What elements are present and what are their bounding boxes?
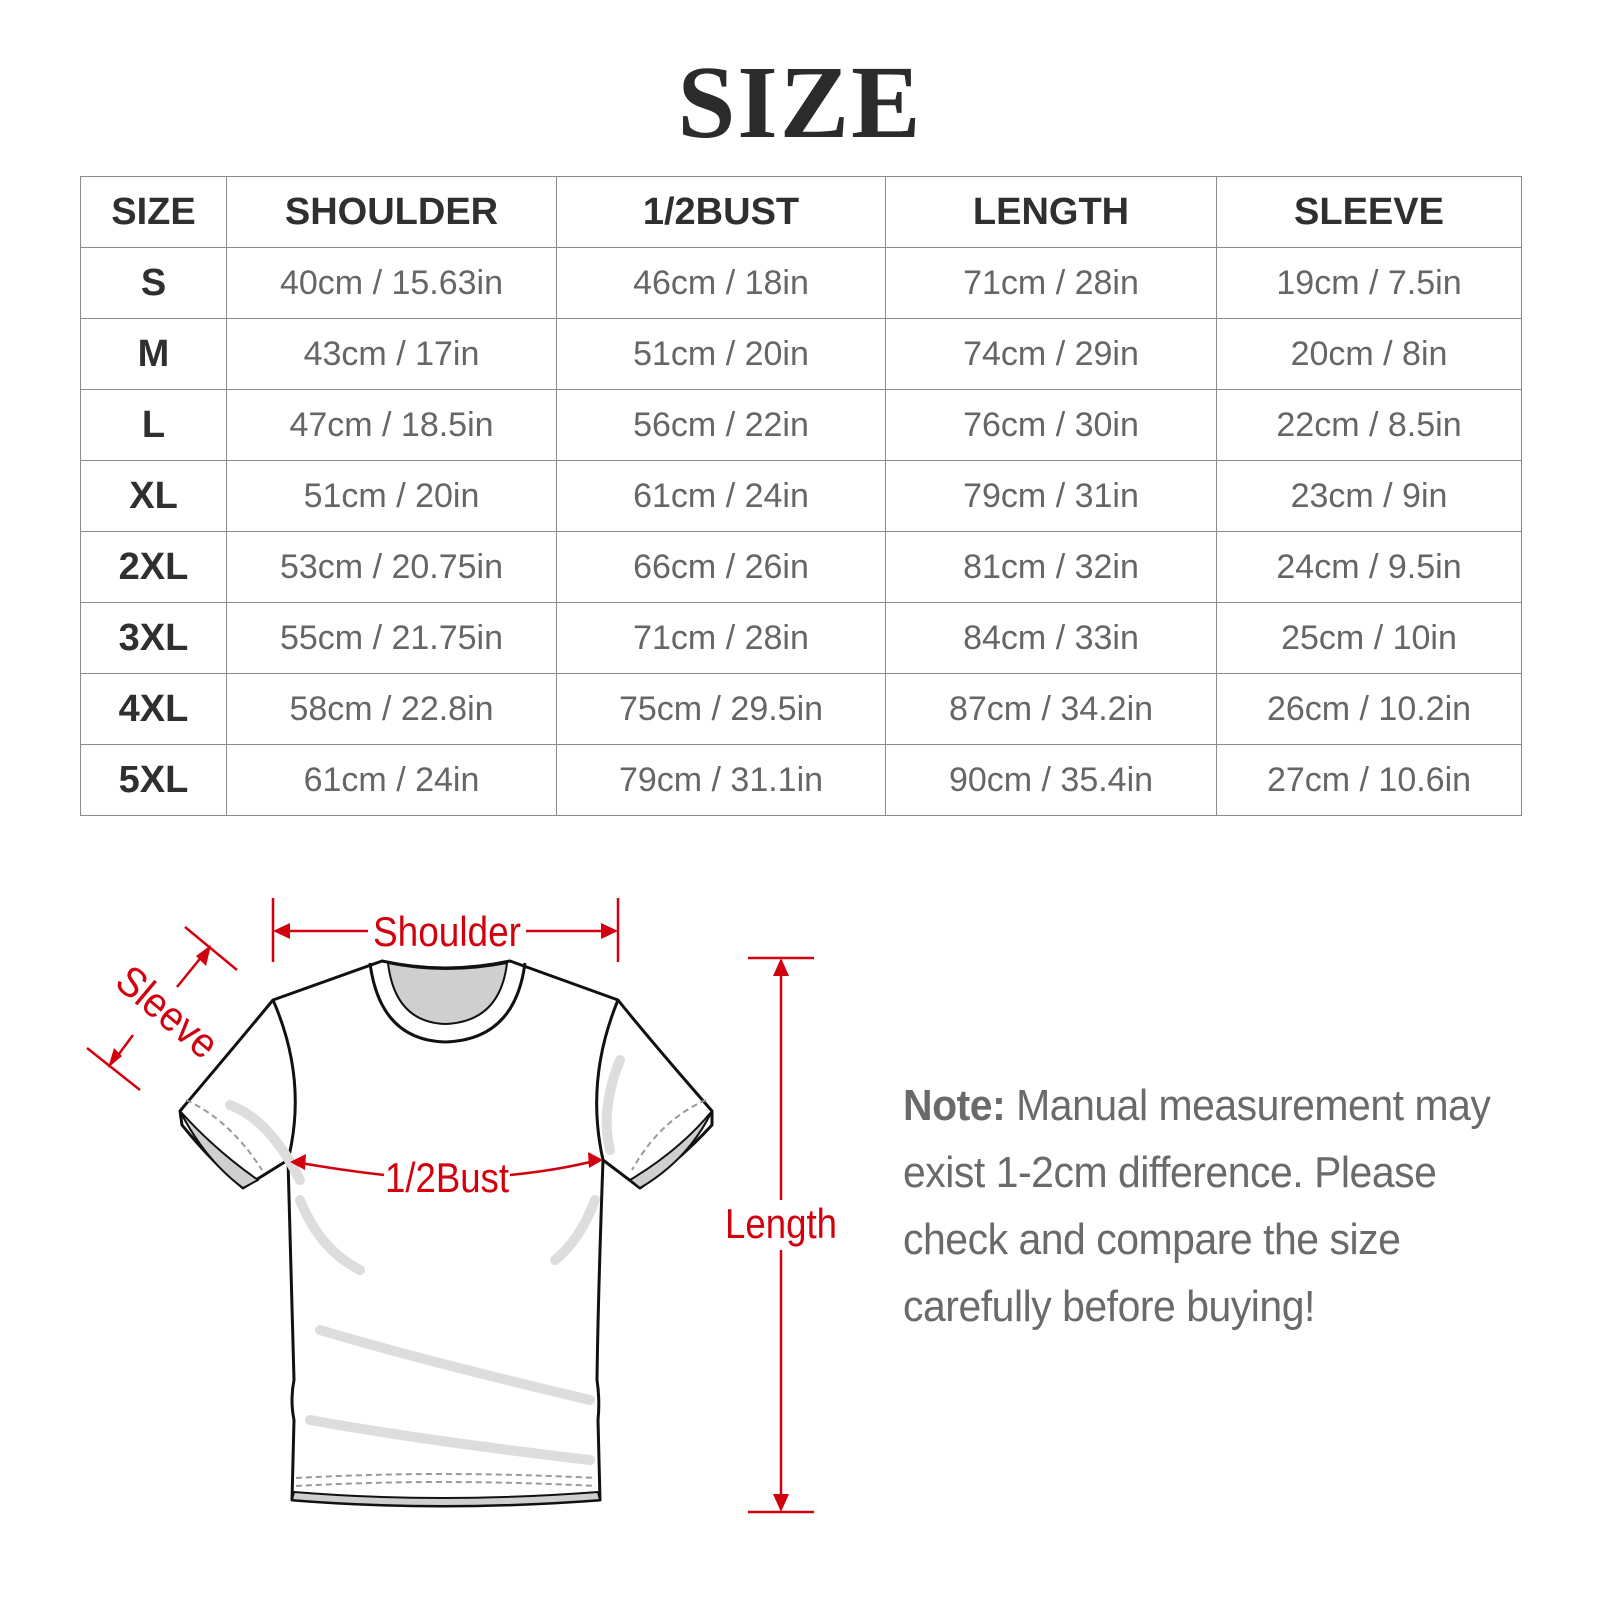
size-cell: 3XL	[80, 602, 227, 674]
bust-label: 1/2Bust	[385, 1154, 509, 1201]
measurement-cell: 27cm / 10.6in	[1216, 744, 1522, 816]
note: Note: Manual measurement may exist 1-2cm…	[903, 1072, 1498, 1340]
measurement-cell: 53cm / 20.75in	[226, 531, 557, 603]
table-row: 2XL 53cm / 20.75in 66cm / 26in 81cm / 32in 2…	[80, 531, 1522, 603]
measurement-cell: 51cm / 20in	[556, 318, 886, 390]
measurement-cell: 84cm / 33in	[885, 602, 1217, 674]
measurement-cell: 25cm / 10in	[1216, 602, 1522, 674]
measurement-cell: 40cm / 15.63in	[226, 247, 557, 319]
size-table: SIZE SHOULDER 1/2BUST LENGTH SLEEVE S 40cm / …	[80, 176, 1522, 816]
measurement-cell: 51cm / 20in	[226, 460, 557, 532]
note-label: Note:	[903, 1081, 1006, 1130]
measurement-cell: 66cm / 26in	[556, 531, 886, 603]
note-text: Manual measurement may exist 1-2cm diffe…	[903, 1081, 1491, 1331]
measurement-cell: 20cm / 8in	[1216, 318, 1522, 390]
measurement-cell: 81cm / 32in	[885, 531, 1217, 603]
measurement-cell: 24cm / 9.5in	[1216, 531, 1522, 603]
shoulder-label: Shoulder	[373, 908, 521, 955]
column-header-1-2bust: 1/2BUST	[556, 176, 886, 248]
measurement-cell: 74cm / 29in	[885, 318, 1217, 390]
column-header-length: LENGTH	[885, 176, 1217, 248]
measurement-cell: 75cm / 29.5in	[556, 673, 886, 745]
size-cell: XL	[80, 460, 227, 532]
table-row: 3XL 55cm / 21.75in 71cm / 28in 84cm / 33in 2…	[80, 602, 1522, 674]
table-row: L 47cm / 18.5in 56cm / 22in 76cm / 30in 22cm…	[80, 389, 1522, 461]
measurement-cell: 71cm / 28in	[885, 247, 1217, 319]
measurement-cell: 61cm / 24in	[556, 460, 886, 532]
measurement-cell: 79cm / 31.1in	[556, 744, 886, 816]
measurement-cell: 19cm / 7.5in	[1216, 247, 1522, 319]
measurement-cell: 90cm / 35.4in	[885, 744, 1217, 816]
table-row: 5XL 61cm / 24in 79cm / 31.1in 90cm / 35.4in…	[80, 744, 1522, 816]
measurement-cell: 61cm / 24in	[226, 744, 557, 816]
tshirt-illustration	[178, 959, 714, 1508]
measurement-cell: 23cm / 9in	[1216, 460, 1522, 532]
measurement-cell: 71cm / 28in	[556, 602, 886, 674]
measurement-cell: 43cm / 17in	[226, 318, 557, 390]
size-cell: L	[80, 389, 227, 461]
table-row: 4XL 58cm / 22.8in 75cm / 29.5in 87cm / 34.2…	[80, 673, 1522, 745]
measurement-lines	[86, 898, 814, 1514]
sleeve-label: Sleeve	[107, 956, 228, 1068]
table-row: XL 51cm / 20in 61cm / 24in 79cm / 31in 23cm …	[80, 460, 1522, 532]
measurement-cell: 46cm / 18in	[556, 247, 886, 319]
measurement-cell: 26cm / 10.2in	[1216, 673, 1522, 745]
size-cell: 5XL	[80, 744, 227, 816]
size-cell: 4XL	[80, 673, 227, 745]
column-header-size: SIZE	[80, 176, 227, 248]
page-title: SIZE	[677, 45, 923, 160]
table-row: M 43cm / 17in 51cm / 20in 74cm / 29in 20cm /…	[80, 318, 1522, 390]
measurement-cell: 76cm / 30in	[885, 389, 1217, 461]
measurement-cell: 56cm / 22in	[556, 389, 886, 461]
size-cell: M	[80, 318, 227, 390]
measurement-cell: 58cm / 22.8in	[226, 673, 557, 745]
column-header-sleeve: SLEEVE	[1216, 176, 1522, 248]
size-cell: S	[80, 247, 227, 319]
measurement-cell: 22cm / 8.5in	[1216, 389, 1522, 461]
table-row: S 40cm / 15.63in 46cm / 18in 71cm / 28in 19c…	[80, 247, 1522, 319]
length-label: Length	[725, 1200, 837, 1247]
measurement-cell: 55cm / 21.75in	[226, 602, 557, 674]
table-header-row: SIZE SHOULDER 1/2BUST LENGTH SLEEVE	[80, 176, 1522, 248]
